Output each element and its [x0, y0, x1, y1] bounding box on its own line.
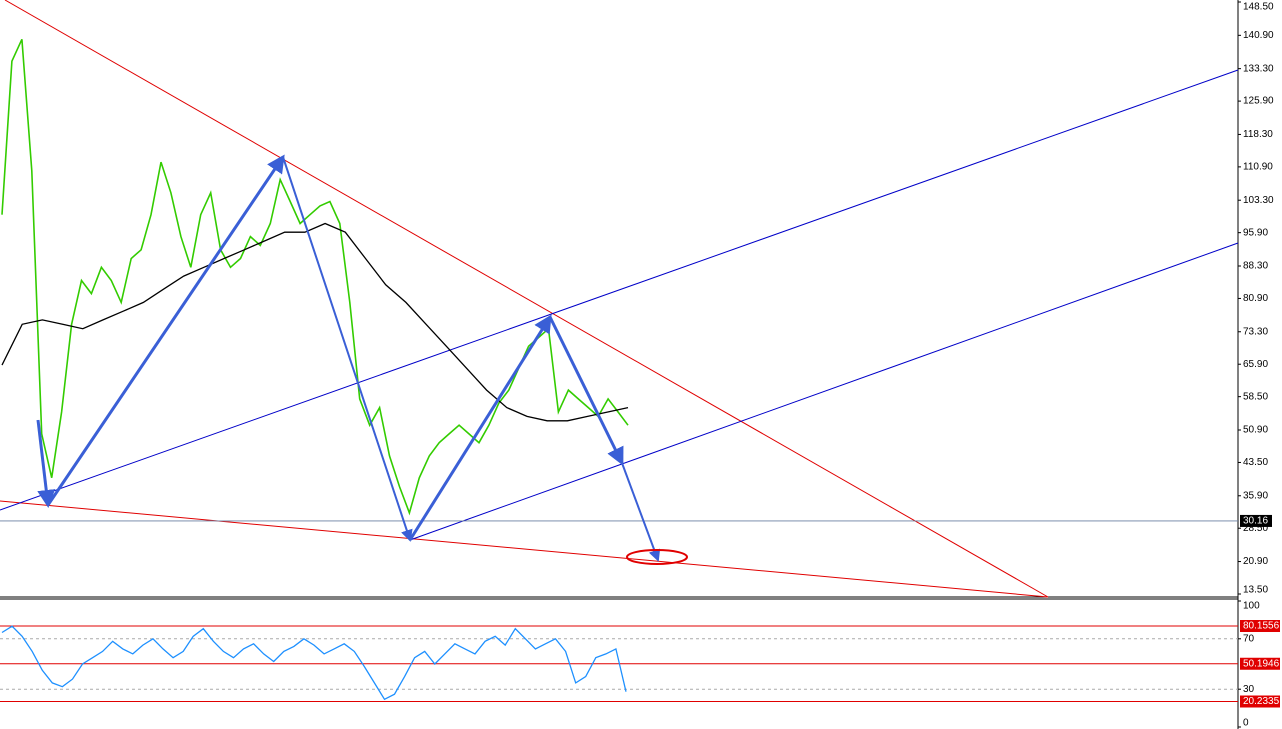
wave-arrow [282, 156, 413, 542]
y-tick-label: 30 [1243, 684, 1255, 695]
y-tick-label: 28.50 [1243, 523, 1268, 534]
wave-arrow [548, 316, 624, 466]
y-tick-label: 58.50 [1243, 391, 1268, 402]
y-tick-label: 110.90 [1243, 162, 1273, 173]
y-tick-label: 65.90 [1243, 359, 1268, 370]
level-label: 20.2335 [1243, 696, 1280, 707]
red-trendline [0, 500, 1049, 598]
series-line [1, 625, 627, 701]
y-tick-label: 13.50 [1243, 585, 1268, 596]
y-tick-label: 70 [1243, 633, 1255, 644]
blue-channel-line [409, 242, 1239, 541]
red-trendline [4, 0, 1049, 598]
y-tick-label: 88.30 [1243, 261, 1268, 272]
level-label: 80.1556 [1243, 621, 1280, 632]
y-tick-label: 50.90 [1243, 425, 1268, 436]
y-tick-label: 80.90 [1243, 293, 1268, 304]
blue-channel-line [0, 69, 1239, 511]
y-tick-label: 118.30 [1243, 129, 1273, 140]
wave-arrow [46, 154, 285, 506]
y-tick-label: 140.90 [1243, 30, 1274, 41]
y-tick-label: 20.90 [1243, 556, 1268, 567]
series-line [1, 222, 629, 422]
level-label-bg [1240, 695, 1280, 708]
target-ellipse [626, 549, 688, 565]
current-price-label: 30.16 [1243, 516, 1268, 527]
current-price-bg [1240, 514, 1272, 527]
y-tick-label: 35.90 [1243, 490, 1268, 501]
level-label-bg [1240, 657, 1280, 670]
y-tick-label: 95.90 [1243, 227, 1268, 238]
y-tick-label: 100 [1243, 601, 1260, 612]
wave-arrow [36, 419, 56, 508]
wave-arrow [621, 462, 661, 562]
wave-arrow [408, 314, 552, 541]
y-tick-label: 125.90 [1243, 96, 1274, 107]
y-tick-label: 43.50 [1243, 457, 1268, 468]
y-tick-label: 73.30 [1243, 326, 1268, 337]
y-tick-label: 148.50 [1243, 2, 1274, 13]
level-label: 50.1946 [1243, 658, 1280, 669]
y-tick-label: 133.30 [1243, 63, 1274, 74]
level-label-bg [1240, 620, 1280, 633]
y-tick-label: 103.30 [1243, 195, 1274, 206]
y-tick-label: 0 [1243, 718, 1249, 729]
